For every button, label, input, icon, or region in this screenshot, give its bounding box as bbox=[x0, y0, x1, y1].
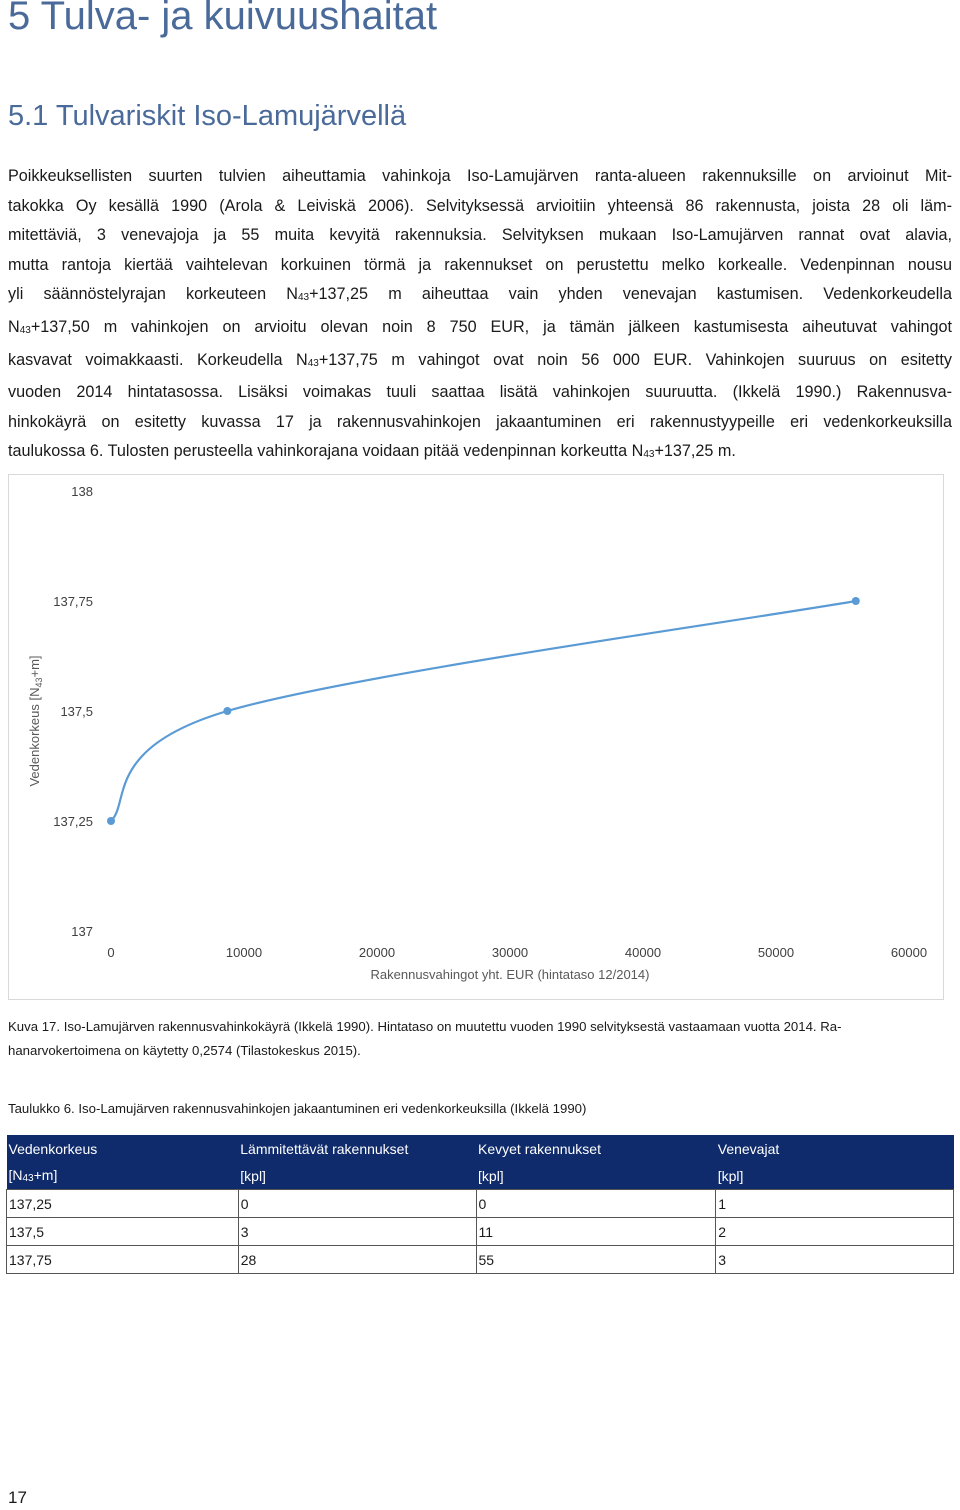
text-run: [N bbox=[8, 1167, 23, 1183]
table-cell: 3 bbox=[715, 1245, 954, 1274]
table-header-row: [N43+m] [kpl] [kpl] [kpl] bbox=[6, 1162, 954, 1190]
table-row: 137,5 3 11 2 bbox=[6, 1217, 954, 1246]
section-heading: 5.1 Tulvariskit Iso-Lamujärvellä bbox=[8, 100, 407, 132]
y-tick-label: 137 bbox=[71, 924, 93, 939]
table-cell: 28 bbox=[237, 1245, 477, 1274]
table-cell: 55 bbox=[475, 1245, 717, 1274]
table-cell: 11 bbox=[475, 1217, 717, 1246]
text-run: +137,25 m. bbox=[654, 442, 736, 461]
caption-line: Kuva 17. Iso-Lamujärven rakennusvahinkok… bbox=[8, 1019, 842, 1034]
table-header-row: Vedenkorkeus Lämmitettävät rakennukset K… bbox=[6, 1135, 954, 1162]
x-tick-label: 20000 bbox=[359, 945, 395, 960]
paragraph-line: vuoden 2014 hintatasossa. Lisäksi voimak… bbox=[8, 383, 952, 402]
text-run: +m] bbox=[33, 1167, 58, 1183]
header-cell: [kpl] bbox=[238, 1162, 477, 1190]
x-tick-label: 40000 bbox=[625, 945, 661, 960]
paragraph-line: hinkokäyrä on esitetty kuvassa 17 ja rak… bbox=[8, 412, 952, 431]
damage-table: Vedenkorkeus Lämmitettävät rakennukset K… bbox=[6, 1135, 954, 1274]
table-row: 137,25 0 0 1 bbox=[6, 1189, 954, 1218]
paragraph-line: Poikkeuksellisten suurten tulvien aiheut… bbox=[8, 167, 952, 185]
figure-caption: Kuva 17. Iso-Lamujärven rakennusvahinkok… bbox=[8, 1015, 952, 1063]
subscript: 43 bbox=[297, 292, 310, 304]
table-cell: 3 bbox=[237, 1217, 477, 1246]
text-run: N bbox=[8, 317, 20, 336]
y-tick-label: 137,25 bbox=[53, 814, 93, 829]
x-tick-label: 60000 bbox=[891, 945, 927, 960]
subscript: 43 bbox=[643, 449, 655, 461]
x-tick-label: 30000 bbox=[492, 945, 528, 960]
page-heading: 5 Tulva- ja kuivuushaitat bbox=[8, 0, 438, 38]
paragraph-line: mutta rantoja kiertää vaihtelevan korkui… bbox=[8, 255, 952, 274]
damage-curve-chart: 137 137,25 137,5 137,75 138 0 10000 20000 30000 4… bbox=[8, 474, 944, 1000]
text-run: +137,25 m aiheuttaa vain yhden venevajan… bbox=[309, 285, 952, 304]
data-point bbox=[107, 817, 115, 825]
text-run: +137,50 m vahinkojen on arvioitu olevan … bbox=[30, 317, 952, 336]
table-cell: 2 bbox=[715, 1217, 954, 1246]
text-run: yli säännöstelyrajan korkeuteen N bbox=[8, 285, 298, 304]
body-paragraph: Poikkeuksellisten suurten tulvien aiheut… bbox=[8, 162, 952, 470]
header-cell: [kpl] bbox=[476, 1162, 716, 1190]
header-cell: [kpl] bbox=[715, 1162, 954, 1190]
header-cell: Lämmitettävät rakennukset bbox=[238, 1135, 477, 1162]
data-point bbox=[851, 597, 860, 605]
paragraph-line: kasvavat voimakkaasti. Korkeudella N43+1… bbox=[8, 346, 952, 379]
y-tick-label: 137,5 bbox=[60, 704, 93, 719]
x-tick-label: 0 bbox=[107, 945, 114, 960]
chart-svg: 137 137,25 137,5 137,75 138 0 10000 20000 30000 4… bbox=[27, 484, 927, 982]
table-title: Taulukko 6. Iso-Lamujärven rakennusvahin… bbox=[8, 1101, 587, 1116]
table-cell: 0 bbox=[237, 1189, 477, 1218]
table-cell: 0 bbox=[475, 1189, 717, 1218]
text-run: taulukossa 6. Tulosten perusteella vahin… bbox=[8, 442, 644, 461]
text-run: +137,75 m vahingot ovat noin 56 000 EUR.… bbox=[318, 350, 952, 369]
x-tick-label: 10000 bbox=[226, 945, 262, 960]
table-cell: 137,25 bbox=[6, 1189, 239, 1218]
table-row: 137,75 28 55 3 bbox=[6, 1245, 954, 1274]
subscript: 43 bbox=[22, 1173, 34, 1184]
table-cell: 1 bbox=[715, 1189, 954, 1218]
paragraph-line: N43+137,50 m vahinkojen on arvioitu olev… bbox=[8, 313, 952, 346]
paragraph-line: mitettäviä, 3 venevajoja ja 55 muita kev… bbox=[8, 226, 952, 245]
paragraph-line: takokka Oy kesällä 1990 (Arola & Leivisk… bbox=[8, 196, 952, 215]
series-line bbox=[110, 599, 856, 822]
subscript: 43 bbox=[307, 357, 319, 369]
caption-line: hanarvokertoimena on käytetty 0,2574 (Ti… bbox=[8, 1043, 361, 1058]
header-cell: [N43+m] bbox=[6, 1162, 239, 1190]
table-cell: 137,75 bbox=[6, 1245, 239, 1274]
data-point bbox=[223, 707, 232, 715]
x-tick-label: 50000 bbox=[758, 945, 794, 960]
page-number: 17 bbox=[8, 1488, 27, 1507]
header-cell: Vedenkorkeus bbox=[6, 1135, 239, 1162]
y-tick-label: 137,75 bbox=[53, 594, 93, 609]
table-cell: 137,5 bbox=[6, 1217, 239, 1246]
y-tick-label: 138 bbox=[71, 484, 93, 499]
paragraph-line: yli säännöstelyrajan korkeuteen N43+137,… bbox=[8, 280, 952, 313]
y-axis-title: Vedenkorkeus [N43+m] bbox=[27, 655, 44, 786]
x-axis-title: Rakennusvahingot yht. EUR (hintataso 12/… bbox=[371, 967, 650, 982]
text-run: kasvavat voimakkaasti. Korkeudella N bbox=[8, 350, 308, 369]
subscript: 43 bbox=[19, 324, 31, 336]
header-cell: Kevyet rakennukset bbox=[476, 1135, 716, 1162]
header-cell: Venevajat bbox=[715, 1135, 954, 1162]
paragraph-line: taulukossa 6. Tulosten perusteella vahin… bbox=[8, 437, 952, 470]
